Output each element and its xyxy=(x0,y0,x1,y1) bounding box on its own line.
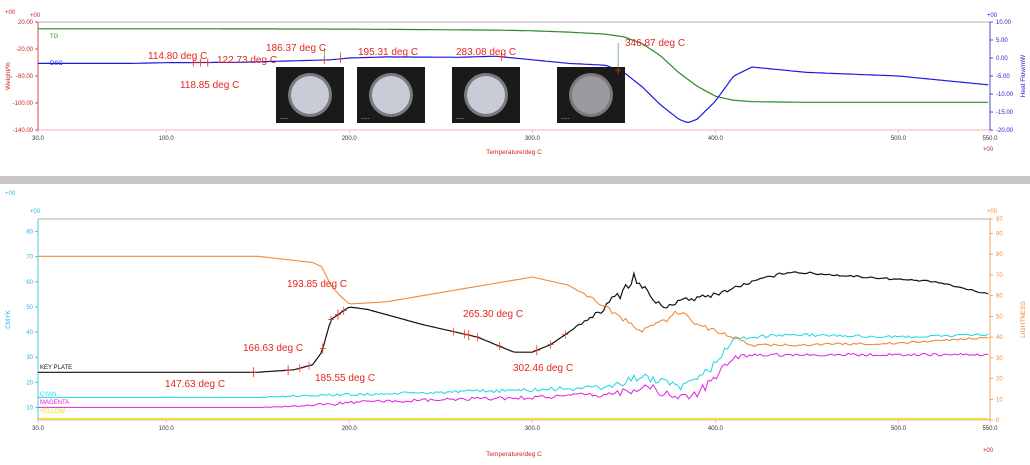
x-tick-label: 200.0 xyxy=(342,136,358,142)
sample-thumbnail-caption: ..... xyxy=(561,115,570,121)
x-axis-label: Temperature/deg C xyxy=(486,149,542,156)
left-tick-label: -60.00 xyxy=(16,74,34,80)
right-tick-label: 5.00 xyxy=(996,38,1008,44)
annotation-label: 122.73 deg C xyxy=(217,55,277,66)
series-label: YELLOW xyxy=(40,409,65,415)
right-tick-label: 80 xyxy=(996,252,1003,258)
right-tick-label: -10.00 xyxy=(996,92,1014,98)
series-line-lightness xyxy=(38,255,989,348)
series-label: CYAN xyxy=(40,392,56,398)
right-axis-label: Heat Flow/mW xyxy=(1020,54,1027,97)
left-tick-label: 20.00 xyxy=(18,20,34,26)
right-tick-label: 60 xyxy=(996,294,1003,300)
sample-thumbnail-caption: ..... xyxy=(280,115,289,121)
series-line-tg xyxy=(38,28,989,103)
left-tick-label: 50 xyxy=(26,305,33,311)
x-tick-label: 400.0 xyxy=(708,426,724,432)
right-tick-label: 20 xyxy=(996,377,1003,383)
x-tick-label: 100.0 xyxy=(159,426,175,432)
x-tick-label: 500.0 xyxy=(891,426,907,432)
left-tick-label: 20 xyxy=(26,380,33,386)
right-tick-label: 70 xyxy=(996,273,1003,279)
annotation-label: 302.46 deg C xyxy=(513,363,573,374)
right-axis-label: LIGHTNESS xyxy=(1020,300,1027,338)
right-tick-label: -15.00 xyxy=(996,110,1014,116)
right-tick-label: -5.00 xyxy=(996,74,1010,80)
series-label-tg: TG xyxy=(50,34,59,40)
left-tick-label: 80 xyxy=(26,230,33,236)
chart-separator xyxy=(0,176,1030,184)
right-tick-label: 10.00 xyxy=(996,20,1012,26)
left-tick-label: 40 xyxy=(26,330,33,336)
x-tick-label: 550.0 xyxy=(982,426,998,432)
annotation-label: 114.80 deg C xyxy=(148,51,207,62)
sample-thumbnail-surface xyxy=(291,76,329,114)
x-tick-label: 500.0 xyxy=(891,136,907,142)
left-axis-label: Weight/% xyxy=(5,62,12,90)
right-axis-top-marker: +00 xyxy=(987,13,998,19)
right-tick-label: 10 xyxy=(996,397,1003,403)
corner-marker: +00 xyxy=(983,448,994,454)
left-tick-label: 30 xyxy=(26,355,33,361)
x-tick-label: 300.0 xyxy=(525,426,541,432)
sample-thumbnail-caption: ..... xyxy=(361,115,370,121)
left-axis-top-marker: +00 xyxy=(30,209,41,215)
cmyk-lightness-chart: 30.0 100.0 200.0 300.0 400.0 500.0 550.0 Temper… xyxy=(5,191,1027,458)
annotation-label: 147.63 deg C xyxy=(165,379,225,390)
right-tick-label: 50 xyxy=(996,314,1003,320)
left-tick-label: 10 xyxy=(26,405,33,411)
annotation-label: 195.31 deg C xyxy=(358,47,418,58)
sample-thumbnail-caption: ..... xyxy=(456,115,465,121)
sample-thumbnail-surface xyxy=(572,76,610,114)
x-tick-label: 550.0 xyxy=(982,136,998,142)
right-tick-label: 0.00 xyxy=(996,56,1008,62)
bottom-left-marker: +00 xyxy=(5,191,16,197)
annotation-label: 346.87 deg C xyxy=(625,38,685,49)
x-tick-label: 400.0 xyxy=(708,136,724,142)
right-axis-top-marker: +00 xyxy=(987,209,998,215)
annotation-label: 118.85 deg C xyxy=(180,80,239,91)
x-axis-label: Temperature/deg C xyxy=(486,451,542,458)
right-tick-label: 90 xyxy=(996,232,1003,238)
right-tick-label: 30 xyxy=(996,356,1003,362)
top-left-marker: +00 xyxy=(5,10,16,16)
annotation-label: 265.30 deg C xyxy=(463,309,523,320)
left-tick-label: 70 xyxy=(26,255,33,261)
right-tick-label: 0 xyxy=(996,418,1000,424)
x-tick-label: 200.0 xyxy=(342,426,358,432)
right-tick-label: 97 xyxy=(996,217,1003,223)
left-tick-label: 60 xyxy=(26,280,33,286)
annotation-label: 283.08 deg C xyxy=(456,47,516,58)
annotation-label: 166.63 deg C xyxy=(243,343,303,354)
series-line-dsc xyxy=(38,55,989,124)
annotation-label: 186.37 deg C xyxy=(266,43,326,54)
left-axis-label: CMYK xyxy=(5,309,12,328)
right-tick-label: 40 xyxy=(996,335,1003,341)
sample-thumbnail-surface xyxy=(467,76,505,114)
corner-marker: +00 xyxy=(983,147,994,153)
series-line-key-plate xyxy=(38,270,989,373)
series-line-cyan xyxy=(38,333,989,398)
x-tick-label: 300.0 xyxy=(525,136,541,142)
right-tick-label: -20.00 xyxy=(996,128,1014,134)
series-label: KEY PLATE xyxy=(40,365,72,371)
left-tick-label: -20.00 xyxy=(16,47,34,53)
series-label: MAGENTA xyxy=(40,400,69,406)
sample-thumbnail-surface xyxy=(372,76,410,114)
left-tick-label: -140.00 xyxy=(13,128,34,134)
series-line-magenta xyxy=(38,352,989,408)
left-axis-top-marker: +00 xyxy=(30,13,41,19)
annotation-label: 193.85 deg C xyxy=(287,279,347,290)
x-tick-label: 30.0 xyxy=(32,426,44,432)
x-tick-label: 30.0 xyxy=(32,136,44,142)
tg-dsc-chart: 30.0 100.0 200.0 300.0 400.0 500.0 550.0 Temper… xyxy=(5,10,1027,156)
annotation-label: 185.55 deg C xyxy=(315,373,375,384)
x-tick-label: 100.0 xyxy=(159,136,175,142)
left-tick-label: -100.00 xyxy=(13,101,34,107)
series-label-dsc: DSC xyxy=(50,61,63,67)
